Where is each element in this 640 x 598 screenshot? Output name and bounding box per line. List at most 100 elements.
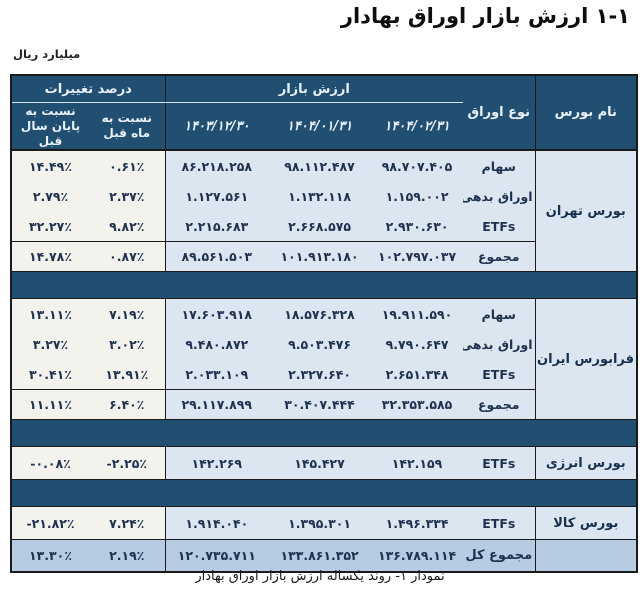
value-cell: ۱.۱۲۷.۵۶۱ xyxy=(164,181,269,211)
value-cell: ۱.۳۹۵.۳۰۱ xyxy=(268,506,372,540)
pct-cell: ۱۱.۱۱٪ xyxy=(11,389,90,420)
exchange-name-commodity: بورس کالا xyxy=(534,506,638,540)
section-total-row: مجموع ۳۲.۳۵۳.۵۸۵ ۳۰.۴۰۷.۴۴۴ ۲۹.۱۱۷.۸۹۹ ۶… xyxy=(11,389,637,420)
section-separator xyxy=(11,479,638,507)
pct-cell: ۳.۰۲٪ xyxy=(89,329,166,359)
value-cell: ۲.۰۳۳.۱۰۹ xyxy=(164,359,269,390)
total-label: مجموع xyxy=(463,389,536,420)
pct-cell: ۳۲.۲۷٪ xyxy=(11,211,90,242)
pct-cell: ۰.۸۷٪ xyxy=(89,241,166,272)
value-cell: ۱۲۰.۷۳۵.۷۱۱ xyxy=(164,539,269,572)
grand-total-row: مجموع کل ۱۳۶.۷۸۹.۱۱۴ ۱۳۳.۸۶۱.۳۵۲ ۱۲۰.۷۳۵… xyxy=(11,539,638,572)
value-cell: ۱۰۲.۷۹۷.۰۳۷ xyxy=(371,241,464,272)
table-row: اوراق بدهی ۹.۷۹۰.۶۴۷ ۹.۵۰۳.۴۷۶ ۹.۴۸۰.۸۷۲… xyxy=(11,329,637,359)
value-cell: ۱۴۲.۲۶۹ xyxy=(164,446,269,480)
pct-cell: ۷.۱۹٪ xyxy=(89,298,166,329)
security-type: اوراق بدهی xyxy=(463,329,536,359)
value-cell: ۲.۲۱۵.۶۸۳ xyxy=(164,211,269,242)
security-type: سهام xyxy=(463,150,536,181)
value-cell: ۳۲.۳۵۳.۵۸۵ xyxy=(371,389,464,420)
value-cell: ۹۸.۱۱۲.۴۸۷ xyxy=(268,150,372,181)
value-cell: ۲.۶۵۱.۳۴۸ xyxy=(371,359,464,390)
pct-cell: ۱۳.۱۱٪ xyxy=(11,298,90,329)
pct-cell: -۲۱.۸۲٪ xyxy=(11,506,90,540)
table-row: بورس تهران سهام ۹۸.۷۰۷.۴۰۵ ۹۸.۱۱۲.۴۸۷ ۸۶… xyxy=(11,150,638,272)
value-cell: ۸۶.۲۱۸.۲۵۸ xyxy=(164,150,269,181)
section-separator xyxy=(11,271,638,299)
value-cell: ۱.۱۵۹.۰۰۲ xyxy=(371,181,464,211)
pct-cell: ۳۰.۴۱٪ xyxy=(11,359,90,390)
grand-total-label: مجموع کل xyxy=(463,539,536,572)
value-cell: ۱۴۲.۱۵۹ xyxy=(371,446,464,480)
market-value-table: نام بورس نوع اوراق ارزش بازار درصد تغییر… xyxy=(10,74,639,573)
pct-cell: ۱۳.۳۰٪ xyxy=(11,539,90,572)
pct-cell: ۰.۶۱٪ xyxy=(89,150,166,181)
value-cell: ۲.۹۳۰.۶۳۰ xyxy=(371,211,464,242)
table-row: ETFs ۲.۹۳۰.۶۳۰ ۲.۶۶۸.۵۷۵ ۲.۲۱۵.۶۸۳ ۹.۸۲٪… xyxy=(11,211,637,242)
pct-cell: ۶.۴۰٪ xyxy=(89,389,166,420)
pct-cell: ۲.۳۷٪ xyxy=(89,181,166,211)
pct-cell: ۲.۷۹٪ xyxy=(11,181,90,211)
value-cell: ۲.۶۶۸.۵۷۵ xyxy=(268,211,372,242)
col-header-date-1403-12-30: ۱۴۰۳/۱۲/۳۰ xyxy=(164,102,269,150)
value-cell: ۸۹.۵۶۱.۵۰۳ xyxy=(164,241,269,272)
value-cell: ۹.۴۸۰.۸۷۲ xyxy=(164,329,269,359)
value-cell: ۹۸.۷۰۷.۴۰۵ xyxy=(371,150,464,181)
col-group-pct-change: درصد تغییرات xyxy=(11,75,166,103)
pct-cell: -۰.۰۸٪ xyxy=(11,446,90,480)
table-row: اوراق بدهی ۱.۱۵۹.۰۰۲ ۱.۱۳۲.۱۱۸ ۱.۱۲۷.۵۶۱… xyxy=(11,181,637,211)
value-cell: ۱۳۳.۸۶۱.۳۵۲ xyxy=(268,539,372,572)
exchange-name-energy: بورس انرژی xyxy=(534,446,638,480)
table-caption: نمودار ۱- روند یکساله ارزش بازار اوراق ب… xyxy=(195,569,445,584)
pct-cell: -۲.۲۵٪ xyxy=(89,446,166,480)
exchange-name-tehran: بورس تهران xyxy=(534,150,638,272)
unit-label: میلیارد ریال xyxy=(13,47,81,61)
exchange-name-farabourse: فرابورس ایران xyxy=(534,298,638,420)
value-cell: ۲.۳۲۷.۶۴۰ xyxy=(268,359,372,390)
col-header-date-1404-02-31: ۱۴۰۴/۰۲/۳۱ xyxy=(371,102,464,150)
table-row: بورس کالا ETFs ۱.۴۹۶.۳۳۴ ۱.۳۹۵.۳۰۱ ۱.۹۱۴… xyxy=(11,506,638,540)
page-title: ۱-۱ ارزش بازار اوراق بهادار xyxy=(340,4,630,28)
value-cell: ۳۰.۴۰۷.۴۴۴ xyxy=(268,389,372,420)
value-cell: ۱۳۶.۷۸۹.۱۱۴ xyxy=(371,539,464,572)
pct-cell: ۱۴.۴۹٪ xyxy=(11,150,90,181)
pct-cell: ۱۳.۹۱٪ xyxy=(89,359,166,390)
security-type: ETFs xyxy=(463,359,536,390)
security-type: ETFs xyxy=(463,506,536,540)
col-header-pct-vs-month: نسبت به ماه قبل xyxy=(89,102,166,150)
value-cell: ۱.۴۹۶.۳۳۴ xyxy=(371,506,464,540)
table-header: نام بورس نوع اوراق ارزش بازار درصد تغییر… xyxy=(11,75,638,150)
pct-cell: ۲.۱۹٪ xyxy=(89,539,166,572)
table-row: فرابورس ایران سهام ۱۹.۹۱۱.۵۹۰ ۱۸.۵۷۶.۳۲۸… xyxy=(11,298,638,420)
value-cell: ۱۷.۶۰۳.۹۱۸ xyxy=(164,298,269,329)
total-label: مجموع xyxy=(463,241,536,272)
table-row: بورس انرژی ETFs ۱۴۲.۱۵۹ ۱۴۵.۴۲۷ ۱۴۲.۲۶۹ … xyxy=(11,446,638,480)
pct-cell: ۹.۸۲٪ xyxy=(89,211,166,242)
value-cell: ۱.۱۳۲.۱۱۸ xyxy=(268,181,372,211)
pct-cell: ۱۴.۷۸٪ xyxy=(11,241,90,272)
security-type: اوراق بدهی xyxy=(463,181,536,211)
section-total-row: مجموع ۱۰۲.۷۹۷.۰۳۷ ۱۰۱.۹۱۳.۱۸۰ ۸۹.۵۶۱.۵۰۳… xyxy=(11,241,637,272)
table-row: ETFs ۲.۶۵۱.۳۴۸ ۲.۳۲۷.۶۴۰ ۲.۰۳۳.۱۰۹ ۱۳.۹۱… xyxy=(11,359,637,390)
col-header-pct-vs-year-end: نسبت به پایان سال قبل xyxy=(11,102,90,150)
col-header-date-1404-01-31: ۱۴۰۴/۰۱/۳۱ xyxy=(268,102,372,150)
pct-cell: ۳.۲۷٪ xyxy=(11,329,90,359)
col-header-exchange: نام بورس xyxy=(534,75,638,150)
security-type: ETFs xyxy=(463,211,536,242)
value-cell: ۲۹.۱۱۷.۸۹۹ xyxy=(164,389,269,420)
value-cell: ۱۸.۵۷۶.۳۲۸ xyxy=(268,298,372,329)
security-type: سهام xyxy=(463,298,536,329)
value-cell: ۱۰۱.۹۱۳.۱۸۰ xyxy=(268,241,372,272)
value-cell: ۱۴۵.۴۲۷ xyxy=(268,446,372,480)
col-group-market-value: ارزش بازار xyxy=(164,75,464,103)
value-cell: ۱.۹۱۴.۰۴۰ xyxy=(164,506,269,540)
pct-cell: ۷.۲۴٪ xyxy=(89,506,166,540)
grand-total-empty-cell xyxy=(534,539,638,572)
value-cell: ۹.۷۹۰.۶۴۷ xyxy=(371,329,464,359)
col-header-security-type: نوع اوراق xyxy=(463,75,536,150)
value-cell: ۱۹.۹۱۱.۵۹۰ xyxy=(371,298,464,329)
section-separator xyxy=(11,419,638,447)
security-type: ETFs xyxy=(463,446,536,480)
value-cell: ۹.۵۰۳.۴۷۶ xyxy=(268,329,372,359)
